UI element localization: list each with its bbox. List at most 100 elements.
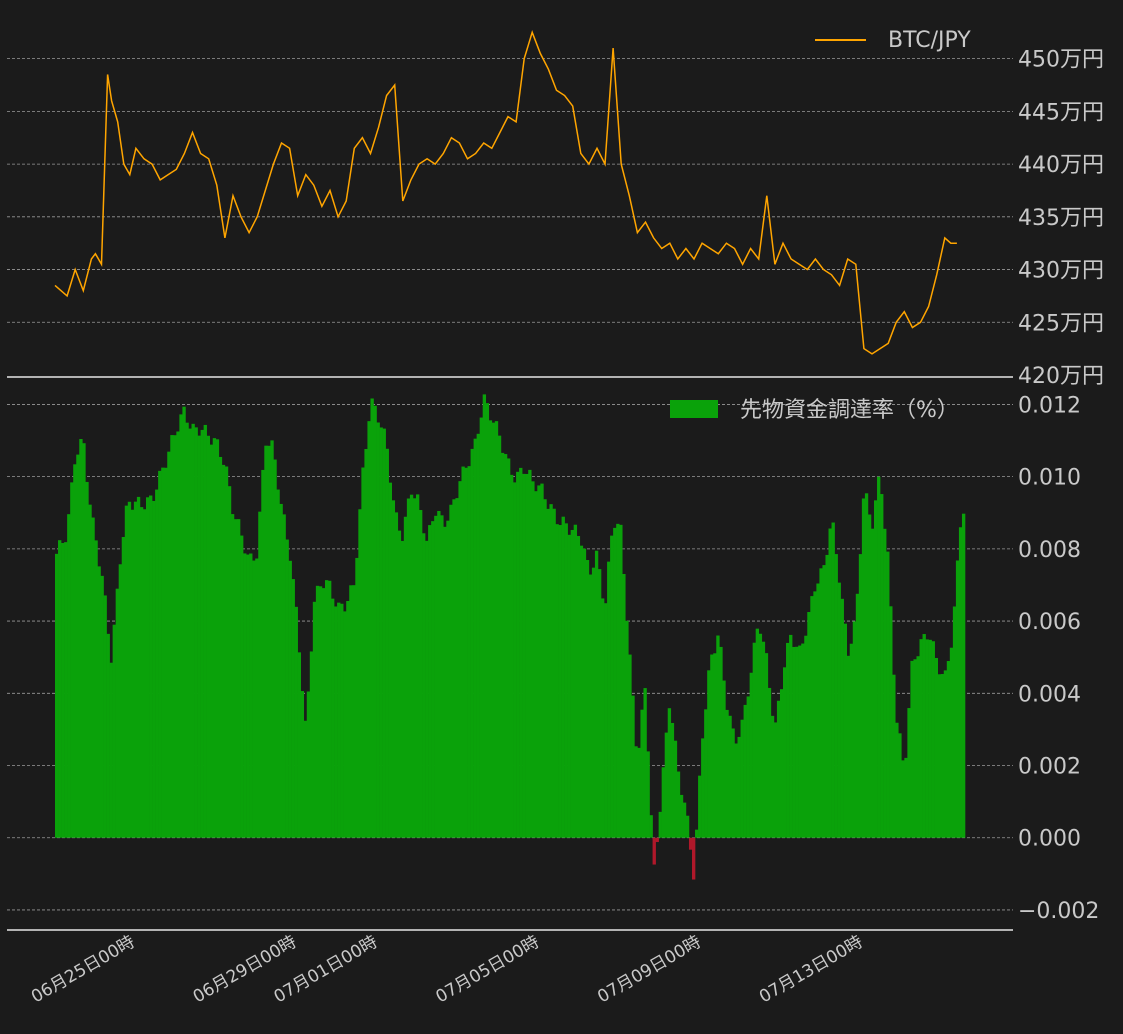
funding-bar-positive [64, 542, 68, 838]
funding-bar-positive [952, 606, 957, 838]
funding-bar-positive [422, 533, 426, 838]
funding-bar-positive [801, 643, 805, 838]
funding-bar-positive [188, 428, 192, 838]
funding-bar-positive [467, 466, 471, 838]
funding-bar-positive [482, 394, 487, 838]
funding-bar-positive [346, 600, 350, 838]
funding-bar-negative [655, 837, 659, 843]
funding-bar-positive [789, 634, 793, 838]
funding-y-tick-label: 0.008 [1018, 538, 1081, 563]
funding-bar-positive [516, 471, 520, 838]
funding-bar-positive [798, 645, 802, 838]
funding-bar-positive [428, 525, 432, 838]
funding-bar-positive [79, 439, 83, 838]
funding-bar-positive [312, 601, 317, 838]
funding-bar-positive [528, 469, 532, 838]
funding-bar-positive [55, 553, 59, 838]
funding-y-tick-label: 0.002 [1018, 755, 1081, 780]
funding-bar-positive [537, 485, 541, 838]
funding-bar-positive [340, 603, 344, 838]
price-legend-label: BTC/JPY [888, 28, 971, 53]
funding-bar-positive [194, 427, 198, 838]
funding-bar-positive [731, 728, 735, 838]
btc-jpy-line [54, 29, 957, 355]
funding-bar-positive [261, 469, 265, 838]
funding-bar-positive [155, 489, 159, 838]
funding-bar-positive [679, 794, 684, 838]
funding-bar-positive [133, 501, 138, 838]
funding-bar-positive [394, 512, 399, 838]
funding-bar-positive [367, 421, 371, 838]
funding-bar-positive [779, 689, 784, 838]
funding-bar-positive [558, 525, 562, 838]
funding-bar-positive [682, 802, 687, 838]
funding-bar-positive [579, 545, 584, 838]
funding-bar-positive [318, 586, 323, 838]
price-y-tick-label: 425万円 [1018, 311, 1104, 336]
funding-bar-positive [249, 553, 253, 838]
funding-bar-positive [191, 423, 195, 838]
funding-bar-positive [588, 574, 593, 838]
funding-bar-positive [640, 709, 644, 838]
funding-bar-positive [707, 670, 711, 838]
funding-bar-positive [543, 499, 547, 838]
funding-bar-positive [473, 438, 477, 838]
funding-bar-positive [546, 508, 550, 838]
funding-bar-positive [670, 722, 675, 838]
funding-bar-positive [961, 513, 966, 838]
funding-bar-positive [825, 554, 829, 838]
funding-bar-positive [70, 482, 74, 838]
funding-bar-positive [109, 662, 113, 838]
funding-bar-positive [601, 598, 605, 838]
price-y-tick-label: 450万円 [1018, 48, 1104, 73]
funding-bar-positive [928, 639, 932, 838]
funding-bar-positive [352, 585, 356, 838]
funding-bar-positive [179, 414, 183, 838]
funding-bar-positive [212, 438, 217, 838]
funding-bar-positive [161, 467, 165, 838]
funding-bar-positive [97, 566, 101, 838]
funding-bar-positive [142, 509, 147, 838]
funding-bar-positive [573, 524, 578, 838]
funding-bar-positive [540, 483, 544, 838]
funding-bar-positive [895, 722, 899, 838]
funding-bar-positive [810, 596, 814, 838]
funding-bar-positive [852, 621, 857, 838]
funding-bar-positive [716, 635, 720, 838]
funding-bar-positive [297, 652, 301, 838]
funding-bar-positive [379, 427, 383, 838]
funding-bar-negative [692, 837, 696, 880]
funding-bar-positive [391, 500, 396, 838]
funding-bar-positive [634, 746, 638, 838]
funding-bar-positive [449, 504, 453, 838]
funding-y-tick-labels: −0.002 0.000 0.002 0.004 0.006 0.008 0.010 0.01… [1018, 393, 1099, 924]
funding-bar-positive [233, 519, 238, 838]
funding-bar-positive [804, 635, 808, 838]
funding-bar-positive [776, 700, 781, 838]
funding-bar-positive [522, 473, 526, 838]
funding-bar-positive [349, 585, 353, 838]
funding-bar-positive [115, 588, 119, 838]
funding-bar-positive [549, 504, 553, 838]
funding-bar-positive [103, 595, 107, 838]
funding-bar-positive [282, 514, 286, 838]
funding-bar-positive [922, 634, 926, 838]
funding-bar-positive [773, 722, 778, 838]
funding-bar-positive [337, 602, 341, 838]
funding-bar-positive [167, 451, 171, 838]
funding-bar-positive [943, 670, 948, 838]
funding-bar-positive [843, 623, 847, 838]
price-y-tick-label: 440万円 [1018, 153, 1104, 178]
funding-bar-positive [940, 674, 945, 838]
funding-bar-positive [252, 560, 256, 838]
funding-bar-positive [795, 646, 799, 838]
funding-bar-positive [591, 567, 596, 838]
funding-bar-positive [106, 633, 110, 838]
funding-bar-positive [783, 667, 787, 838]
funding-bar-positive [497, 435, 502, 838]
funding-bar-positive [419, 510, 423, 838]
funding-bar-positive [710, 654, 714, 838]
funding-bar-positive [112, 624, 116, 838]
funding-y-tick-label: 0.000 [1018, 827, 1081, 852]
funding-bar-positive [364, 448, 368, 838]
